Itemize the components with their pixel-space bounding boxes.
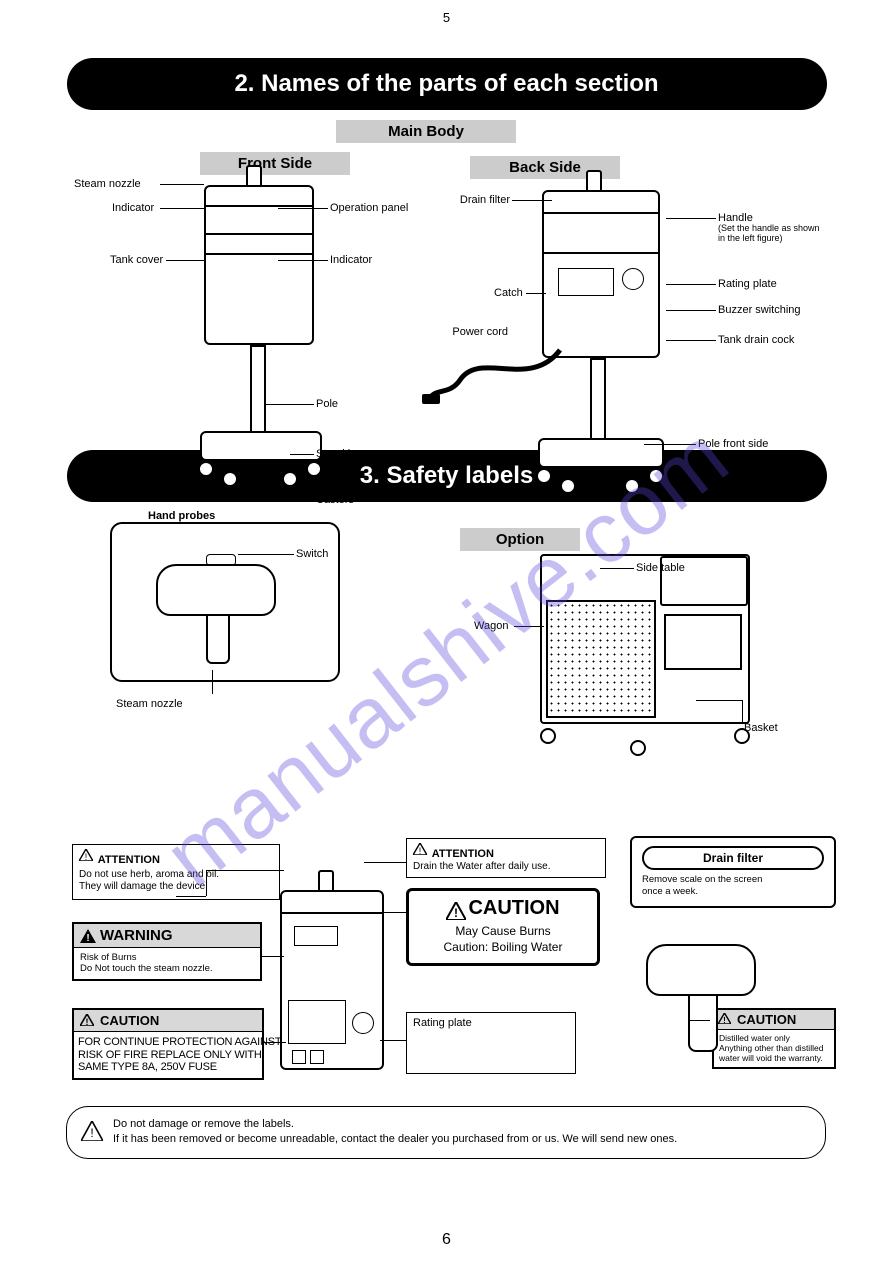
label-probe-steam: Steam nozzle <box>116 698 183 711</box>
warning-burns-head: WARNING <box>100 927 173 944</box>
svg-text:!: ! <box>90 1126 93 1140</box>
warning-triangle-icon: ! <box>80 929 96 943</box>
label-casters: Casters <box>316 494 354 507</box>
attention-herb-head: ATTENTION <box>98 854 160 866</box>
caution-fuse-label: ! CAUTION FOR CONTINUE PROTECTION AGAINS… <box>72 1008 264 1080</box>
drain-filter-pill: Drain filter <box>642 846 824 870</box>
label-rating-plate-back: Rating plate <box>718 278 777 291</box>
caution-boiling-body2: Caution: Boiling Water <box>417 940 589 956</box>
label-catch: Catch <box>494 287 523 300</box>
warning-triangle-icon: ! <box>79 849 95 863</box>
label-tank-drain: Tank drain cock <box>718 334 794 347</box>
caution-boiling-label: ! CAUTION May Cause Burns Caution: Boili… <box>406 888 600 966</box>
warning-triangle-icon: ! <box>413 843 429 857</box>
attention-drain-head: ATTENTION <box>432 848 494 860</box>
warning-triangle-icon: ! <box>80 1014 96 1028</box>
page-number-top: 5 <box>443 10 450 25</box>
label-power-cord: Power cord <box>438 326 508 339</box>
footer-note: ! Do not damage or remove the labels. If… <box>66 1106 826 1159</box>
drain-filter-label: Drain filter Remove scale on the screen … <box>630 836 836 908</box>
label-basket: Basket <box>744 722 778 735</box>
attention-herb-body: Do not use herb, aroma and oil. They wil… <box>79 869 273 893</box>
page-number-bottom: 6 <box>442 1231 451 1249</box>
power-cord-drawing <box>420 340 570 420</box>
drain-filter-body: Remove scale on the screen once a week. <box>642 874 824 898</box>
svg-text:!: ! <box>86 933 89 943</box>
svg-text:!: ! <box>419 846 422 855</box>
label-stand-base: Stand base <box>316 448 372 461</box>
warning-triangle-icon: ! <box>446 902 462 916</box>
svg-text:!: ! <box>86 1017 89 1026</box>
label-hand-probes: Hand probes <box>148 510 215 523</box>
label-probe-switch: Switch <box>296 548 328 561</box>
label-handle-note: (Set the handle as shown in the left fig… <box>718 224 820 244</box>
attention-drain-label: ! ATTENTION Drain the Water after daily … <box>406 838 606 878</box>
rating-plate-label-box: Rating plate <box>406 1012 576 1074</box>
attention-drain-body: Drain the Water after daily use. <box>413 861 599 873</box>
label-indicator2: Indicator <box>330 254 372 267</box>
svg-text:!: ! <box>454 906 458 920</box>
rating-plate-text: Rating plate <box>413 1017 569 1030</box>
warning-burns-body: Risk of Burns Do Not touch the steam noz… <box>74 948 260 979</box>
caution-fuse-head: CAUTION <box>100 1013 159 1028</box>
caution-boiling-body1: May Cause Burns <box>417 924 589 940</box>
footer-note-text: Do not damage or remove the labels. If i… <box>113 1118 677 1145</box>
svg-text:!: ! <box>85 852 88 861</box>
label-side-table: Side table <box>636 562 685 575</box>
label-tank-cover: Tank cover <box>110 254 163 267</box>
probe-labels-drawing <box>636 934 766 1064</box>
label-operation-panel: Operation panel <box>330 202 408 215</box>
section-2-banner: 2. Names of the parts of each section <box>67 58 827 110</box>
label-steam-nozzle: Steam nozzle <box>74 178 141 191</box>
device-labels-drawing <box>264 870 424 1096</box>
warning-burns-label: ! WARNING Risk of Burns Do Not touch the… <box>72 922 262 981</box>
warning-triangle-icon: ! <box>81 1121 97 1135</box>
caution-fuse-body: FOR CONTINUE PROTECTION AGAINST RISK OF … <box>74 1032 262 1078</box>
subhead-main-body: Main Body <box>336 120 516 143</box>
label-indicator: Indicator <box>112 202 154 215</box>
hand-probe-drawing <box>110 522 340 682</box>
label-drain-filter: Drain filter <box>450 194 510 207</box>
label-buzzer: Buzzer switching <box>718 304 801 317</box>
caution-boiling-head: CAUTION <box>468 897 559 920</box>
label-pole: Pole <box>316 398 338 411</box>
attention-herb-label: ! ATTENTION Do not use herb, aroma and o… <box>72 844 280 900</box>
label-pole-front-side: Pole front side <box>698 438 768 451</box>
label-wagon: Wagon <box>474 620 508 633</box>
